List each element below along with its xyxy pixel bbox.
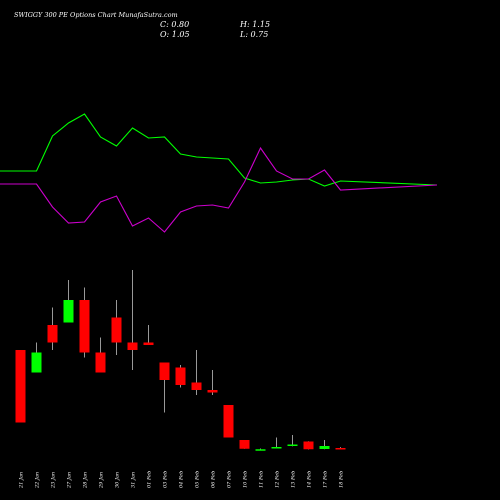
open-readout: O: 1.05 [160,30,190,39]
x-tick-label: 10 Feb [243,471,249,488]
x-tick-label: 05 Feb [195,471,201,488]
x-tick-label: 11 Feb [259,471,265,488]
candle-body-22-jan [31,352,42,373]
x-tick-label: 17 Feb [323,471,329,488]
candle-body-28-jan [79,300,90,353]
candle-body-11-feb [255,449,266,451]
x-tick-label: 22 Jan [35,472,41,489]
candle-body-12-feb [271,447,282,449]
candle-body-23-jan [47,325,58,343]
candle-body-10-feb [239,440,250,449]
candle-body-27-jan [63,300,74,323]
candle-body-31-jan [127,342,138,350]
x-tick-label: 04 Feb [179,471,185,488]
x-tick-label: 07 Feb [227,471,233,488]
x-tick-label: 12 Feb [275,471,281,488]
x-tick-label: 28 Jan [83,472,89,489]
x-tick-label: 13 Feb [291,471,297,488]
candle-body-04-feb [175,367,186,385]
x-tick-label: 29 Jan [99,472,105,489]
x-tick-label: 23 Jan [51,472,57,489]
high-readout: H: 1.15 [239,20,270,29]
candle-body-30-jan [111,317,122,343]
chart-title: SWIGGY 300 PE Options Chart MunafaSutra.… [14,11,178,19]
candles [15,270,346,451]
x-tick-label: 06 Feb [211,471,217,488]
x-tick-label: 31 Jan [131,472,137,488]
indicator-lines [0,113,438,233]
x-tick-label: 03 Feb [163,471,169,488]
indicator-line-purple [0,146,438,233]
candle-body-05-feb [191,382,202,390]
close-readout: C: 0.80 [160,20,189,29]
candle-body-06-feb [207,390,218,393]
x-tick-label: 14 Feb [307,471,313,488]
candle-body-14-feb [303,441,314,450]
x-tick-label: 21 Jan [19,472,25,489]
candle-body-07-feb [223,405,234,438]
candle-body-01-feb [143,342,154,345]
candle-body-13-feb [287,444,298,446]
candle-body-21-jan [15,350,26,423]
x-tick-label: 30 Jan [115,472,121,488]
x-tick-label: 18 Feb [339,471,345,488]
candle-body-29-jan [95,352,106,373]
low-readout: L: 0.75 [239,30,268,39]
x-axis-ticks: 21 Jan 22 Jan 23 Jan 27 Jan 28 Jan 29 Jan 30 J… [19,471,345,489]
candle-body-03-feb [159,362,170,380]
x-tick-label: 01 Feb [147,471,153,488]
x-tick-label: 27 Jan [67,472,73,489]
indicator-line-green [0,113,438,187]
candle-body-18-feb [335,448,346,450]
candle-body-17-feb [319,446,330,449]
